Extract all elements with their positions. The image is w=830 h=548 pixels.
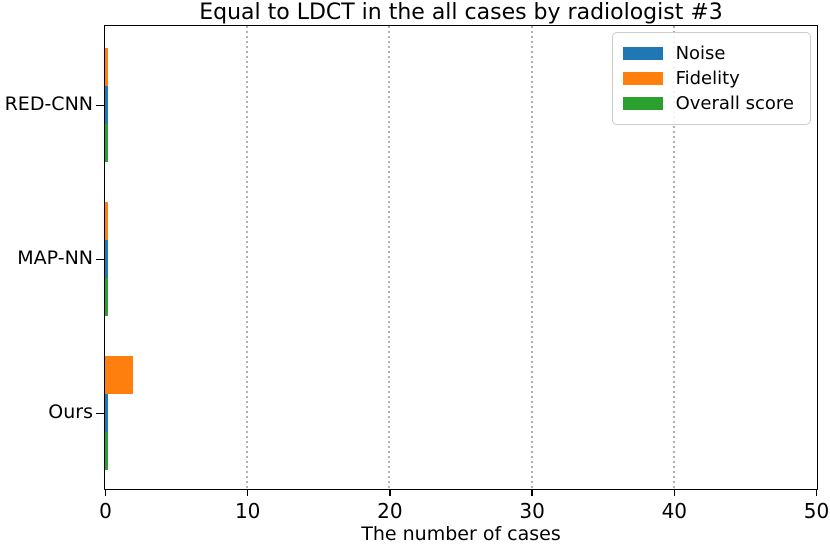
x-tick-mark	[246, 489, 249, 496]
x-tick-mark	[815, 489, 818, 496]
plot-area: Noise Fidelity Overall score	[104, 25, 818, 490]
y-tick-label-ours: Ours	[48, 400, 93, 423]
legend-item-overall-score: Overall score	[622, 91, 794, 116]
bar-fidelity-map-nn	[105, 202, 108, 240]
bar-overall-score-red-cnn	[105, 124, 108, 162]
x-tick-mark	[389, 489, 391, 496]
legend-label: Noise	[675, 43, 726, 64]
bar-fidelity-ours	[105, 356, 134, 394]
legend-item-noise: Noise	[622, 41, 794, 66]
x-tick-label: 10	[234, 499, 261, 523]
x-tick-mark	[673, 489, 676, 496]
gridline	[530, 26, 533, 488]
x-tick-label: 0	[99, 499, 112, 523]
y-tick-label-red-cnn: RED-CNN	[4, 92, 93, 115]
x-tick-label: 20	[377, 499, 403, 523]
x-tick-label: 40	[661, 499, 688, 523]
x-axis-label: The number of cases	[361, 523, 561, 545]
gridline	[388, 26, 391, 488]
x-tick-mark	[531, 489, 533, 496]
bar-noise-ours	[105, 394, 108, 432]
gridline	[672, 26, 675, 488]
legend-swatch-overall-score	[622, 97, 663, 110]
chart-title: Equal to LDCT in the all cases by radiol…	[199, 0, 723, 25]
x-tick-label: 50	[803, 499, 830, 523]
legend-label: Overall score	[675, 93, 794, 114]
legend-label: Fidelity	[675, 68, 740, 89]
legend: Noise Fidelity Overall score	[611, 32, 811, 125]
y-tick-mark	[96, 104, 105, 107]
legend-swatch-fidelity	[622, 72, 663, 85]
legend-item-fidelity: Fidelity	[622, 66, 794, 91]
bar-noise-map-nn	[105, 240, 108, 278]
bar-noise-red-cnn	[105, 86, 108, 124]
y-tick-mark	[96, 412, 105, 415]
y-tick-mark	[96, 258, 105, 261]
bar-fidelity-red-cnn	[105, 48, 108, 86]
gridline	[246, 26, 249, 488]
x-tick-label: 30	[519, 499, 545, 523]
legend-swatch-noise	[622, 47, 663, 60]
x-tick-mark	[104, 489, 107, 496]
bar-overall-score-ours	[105, 432, 108, 470]
bar-overall-score-map-nn	[105, 278, 108, 316]
y-tick-label-map-nn: MAP-NN	[17, 246, 93, 269]
